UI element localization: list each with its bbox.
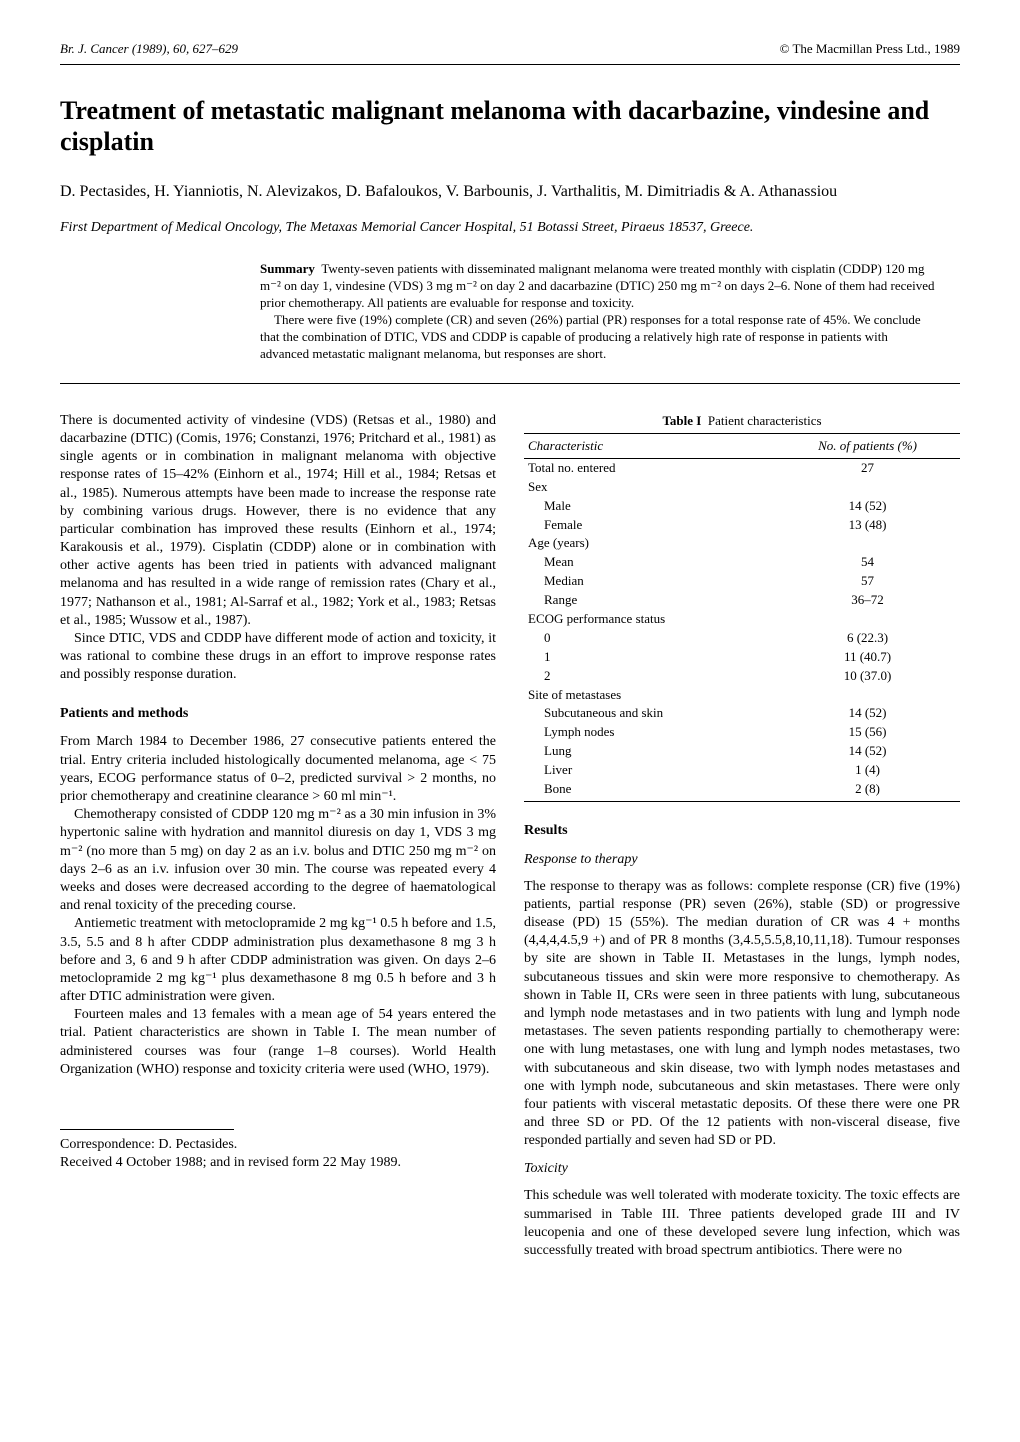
table-row: Sex [524,478,960,497]
table-1-header-val: No. of patients (%) [775,434,960,459]
table-row: Age (years) [524,534,960,553]
correspondence-line1: Correspondence: D. Pectasides. [60,1136,496,1154]
table-cell-value: 54 [775,553,960,572]
methods-p1: From March 1984 to December 1986, 27 con… [60,733,496,806]
table-cell-label: 2 [524,667,775,686]
correspondence-line2: Received 4 October 1988; and in revised … [60,1154,496,1172]
table-cell-label: Median [524,572,775,591]
table-row: 06 (22.3) [524,629,960,648]
table-cell-value [775,478,960,497]
header-rule [60,64,960,65]
table-cell-value: 57 [775,572,960,591]
table-cell-label: Sex [524,478,775,497]
table-cell-value [775,534,960,553]
table-row: Mean54 [524,553,960,572]
intro-p2: Since DTIC, VDS and CDDP have different … [60,630,496,685]
table-row: Subcutaneous and skin14 (52) [524,704,960,723]
table-cell-label: Total no. entered [524,458,775,477]
table-row: Lung14 (52) [524,742,960,761]
table-row: Female13 (48) [524,516,960,535]
summary-block: Summary Twenty-seven patients with disse… [260,261,960,362]
table-row: Male14 (52) [524,497,960,516]
results-p1: The response to therapy was as follows: … [524,878,960,1151]
table-cell-label: Mean [524,553,775,572]
table-row: Site of metastases [524,686,960,705]
table-1-header-char: Characteristic [524,434,775,459]
table-cell-label: Range [524,591,775,610]
authors: D. Pectasides, H. Yianniotis, N. Aleviza… [60,181,960,203]
table-row: Total no. entered27 [524,458,960,477]
table-1-caption-text: Patient characteristics [708,413,822,428]
table-cell-value: 11 (40.7) [775,648,960,667]
table-cell-value: 2 (8) [775,780,960,801]
right-column: Table I Patient characteristics Characte… [524,412,960,1260]
affiliation: First Department of Medical Oncology, Th… [60,219,960,238]
table-row: Range36–72 [524,591,960,610]
summary-text-2: There were five (19%) complete (CR) and … [260,312,921,361]
table-cell-label: Male [524,497,775,516]
methods-p2: Chemotherapy consisted of CDDP 120 mg m⁻… [60,806,496,915]
table-cell-value: 14 (52) [775,704,960,723]
table-1-data: Characteristic No. of patients (%) Total… [524,433,960,802]
table-cell-value: 10 (37.0) [775,667,960,686]
table-cell-value [775,686,960,705]
table-cell-label: ECOG performance status [524,610,775,629]
table-cell-label: Lung [524,742,775,761]
table-cell-value: 14 (52) [775,742,960,761]
table-cell-label: 0 [524,629,775,648]
table-cell-label: Site of metastases [524,686,775,705]
table-row: Median57 [524,572,960,591]
methods-p4: Fourteen males and 13 females with a mea… [60,1006,496,1079]
results-p2: This schedule was well tolerated with mo… [524,1187,960,1260]
methods-heading: Patients and methods [60,705,496,724]
table-cell-label: Bone [524,780,775,801]
table-row: 210 (37.0) [524,667,960,686]
two-column-layout: There is documented activity of vindesin… [60,412,960,1260]
table-cell-label: Subcutaneous and skin [524,704,775,723]
table-cell-label: Lymph nodes [524,723,775,742]
results-sub1: Response to therapy [524,851,960,870]
table-cell-value: 1 (4) [775,761,960,780]
table-cell-value: 6 (22.3) [775,629,960,648]
summary-text-1: Twenty-seven patients with disseminated … [260,261,935,310]
table-1-caption: Table I Patient characteristics [524,412,960,430]
table-cell-value [775,610,960,629]
article-title: Treatment of metastatic malignant melano… [60,95,960,157]
correspondence-rule [60,1129,234,1130]
table-cell-value: 15 (56) [775,723,960,742]
table-cell-value: 27 [775,458,960,477]
table-cell-value: 13 (48) [775,516,960,535]
table-cell-value: 36–72 [775,591,960,610]
results-sub2: Toxicity [524,1160,960,1179]
table-row: Liver1 (4) [524,761,960,780]
results-heading: Results [524,822,960,841]
summary-label: Summary [260,261,315,276]
copyright: © The Macmillan Press Ltd., 1989 [780,40,960,58]
methods-p3: Antiemetic treatment with metoclopramide… [60,915,496,1006]
table-cell-label: Female [524,516,775,535]
table-1: Table I Patient characteristics Characte… [524,412,960,802]
table-cell-value: 14 (52) [775,497,960,516]
table-cell-label: 1 [524,648,775,667]
table-cell-label: Age (years) [524,534,775,553]
page-header: Br. J. Cancer (1989), 60, 627–629 © The … [60,40,960,58]
table-cell-label: Liver [524,761,775,780]
table-row: ECOG performance status [524,610,960,629]
mid-rule [60,383,960,384]
intro-p1: There is documented activity of vindesin… [60,412,496,630]
table-1-label: Table I [662,413,701,428]
journal-ref: Br. J. Cancer (1989), 60, 627–629 [60,40,238,58]
table-row: Bone2 (8) [524,780,960,801]
table-row: Lymph nodes15 (56) [524,723,960,742]
table-row: 111 (40.7) [524,648,960,667]
left-column: There is documented activity of vindesin… [60,412,496,1260]
